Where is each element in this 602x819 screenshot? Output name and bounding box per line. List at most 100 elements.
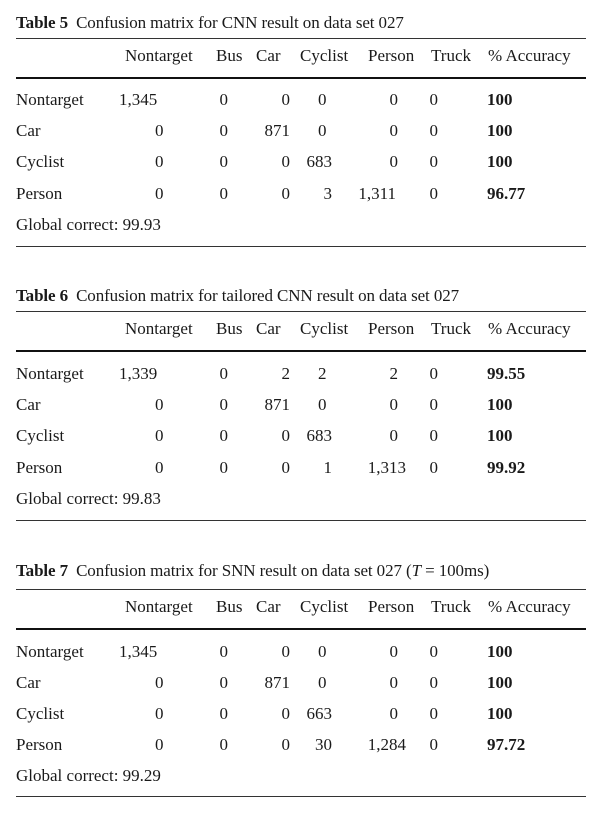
matrix-cell: 0 [429,395,439,414]
table-label: Table 5 [16,13,69,32]
matrix-cell: 0 [429,90,439,109]
matrix-cell: 871 [264,121,291,140]
accuracy-value: 100 [487,426,513,445]
matrix-cell: 0 [318,121,327,140]
matrix-cell: 0 [429,673,439,692]
matrix-cell: 0 [155,395,164,414]
accuracy-value: 100 [487,152,513,171]
matrix-cell: 0 [219,121,229,140]
header-rule [16,77,586,79]
matrix-cell: 0 [389,90,399,109]
matrix-cell: 0 [389,642,399,661]
matrix-cell: 0 [219,184,229,203]
matrix-cell: 0 [281,426,291,445]
top-rule [16,311,586,312]
column-header: Bus [216,319,243,338]
caption-tail: = 100ms) [420,561,490,580]
matrix-cell: 2 [318,364,327,383]
table-caption: Table 7 Confusion matrix for SNN result o… [16,561,489,581]
column-header: Truck [431,46,471,65]
matrix-cell: 0 [219,364,229,383]
matrix-cell: 0 [219,152,229,171]
matrix-cell: 0 [429,704,439,723]
matrix-cell: 1,284 [367,735,406,754]
matrix-cell: 0 [429,184,439,203]
matrix-cell: 0 [389,152,399,171]
row-label: Car [16,673,41,692]
matrix-cell: 0 [219,642,229,661]
matrix-cell: 0 [318,673,327,692]
matrix-cell: 2 [389,364,399,383]
matrix-cell: 1,339 [119,364,158,383]
row-label: Person [16,184,63,203]
matrix-cell: 663 [306,704,333,723]
accuracy-value: 100 [487,673,513,692]
accuracy-value: 100 [487,121,513,140]
matrix-cell: 683 [306,152,333,171]
column-header: Cyclist [300,319,349,338]
matrix-cell: 0 [389,673,399,692]
matrix-cell: 0 [429,364,439,383]
matrix-cell: 871 [264,395,291,414]
matrix-cell: 0 [155,184,164,203]
caption-text: Confusion matrix for CNN result on data … [76,13,404,32]
caption-text: Confusion matrix for SNN result on data … [76,561,412,580]
matrix-cell: 0 [281,90,291,109]
row-label: Car [16,121,41,140]
row-label: Cyclist [16,426,65,445]
matrix-cell: 0 [389,395,399,414]
global-correct: Global correct: 99.29 [16,766,161,785]
matrix-cell: 0 [219,704,229,723]
matrix-cell: 1,345 [119,642,158,661]
row-label: Car [16,395,41,414]
accuracy-value: 100 [487,395,513,414]
column-header: Nontarget [125,597,193,616]
matrix-cell: 1,311 [358,184,396,203]
matrix-cell: 0 [155,426,164,445]
global-correct: Global correct: 99.93 [16,215,161,234]
matrix-cell: 0 [281,704,291,723]
accuracy-value: 100 [487,642,513,661]
matrix-cell: 30 [315,735,332,754]
row-label: Person [16,735,63,754]
confusion-matrix-table: Table 5 Confusion matrix for CNN result o… [0,0,602,260]
matrix-cell: 683 [306,426,333,445]
matrix-cell: 0 [429,121,439,140]
matrix-cell: 3 [323,184,333,203]
row-label: Cyclist [16,704,65,723]
matrix-cell: 0 [219,90,229,109]
column-header: Car [256,46,281,65]
bottom-rule [16,246,586,247]
matrix-cell: 0 [318,642,327,661]
matrix-cell: 1,313 [367,458,406,477]
matrix-cell: 0 [155,152,164,171]
bottom-rule [16,796,586,797]
matrix-cell: 0 [318,90,327,109]
matrix-cell: 0 [155,735,164,754]
column-header: % Accuracy [488,597,571,616]
matrix-cell: 0 [281,152,291,171]
matrix-cell: 0 [281,642,291,661]
column-header: Person [368,46,415,65]
matrix-cell: 0 [155,704,164,723]
matrix-cell: 0 [429,426,439,445]
matrix-cell: 0 [389,704,399,723]
matrix-cell: 2 [281,364,291,383]
matrix-cell: 0 [155,121,164,140]
column-header: Person [368,319,415,338]
column-header: Nontarget [125,319,193,338]
column-header: Bus [216,46,243,65]
column-header: Truck [431,319,471,338]
row-label: Cyclist [16,152,65,171]
accuracy-value: 100 [487,90,513,109]
matrix-cell: 0 [219,673,229,692]
row-label: Nontarget [16,364,84,383]
column-header: Truck [431,597,471,616]
matrix-cell: 0 [281,735,291,754]
caption-text: Confusion matrix for tailored CNN result… [76,286,460,305]
column-header: Car [256,319,281,338]
column-header: % Accuracy [488,319,571,338]
matrix-cell: 1,345 [119,90,158,109]
accuracy-value: 97.72 [487,735,526,754]
header-rule [16,350,586,352]
